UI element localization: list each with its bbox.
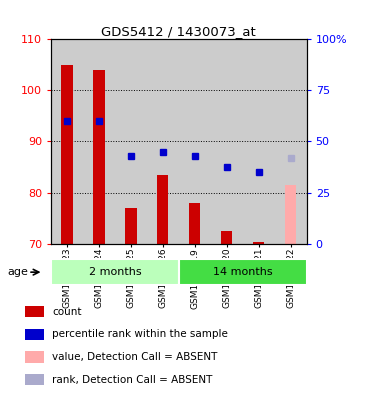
Bar bbox=[25, 306, 44, 318]
Bar bbox=[147, 39, 179, 244]
Bar bbox=[211, 39, 243, 244]
Text: count: count bbox=[52, 307, 82, 317]
Text: 2 months: 2 months bbox=[89, 267, 141, 277]
Bar bbox=[179, 39, 211, 244]
Text: percentile rank within the sample: percentile rank within the sample bbox=[52, 329, 228, 340]
Bar bbox=[51, 39, 83, 244]
Bar bbox=[61, 65, 73, 244]
Bar bbox=[179, 259, 307, 285]
Bar bbox=[25, 351, 44, 363]
Bar bbox=[189, 203, 200, 244]
Text: rank, Detection Call = ABSENT: rank, Detection Call = ABSENT bbox=[52, 375, 212, 385]
Bar bbox=[83, 39, 115, 244]
Bar bbox=[243, 39, 274, 244]
Title: GDS5412 / 1430073_at: GDS5412 / 1430073_at bbox=[101, 25, 256, 38]
Bar bbox=[51, 259, 179, 285]
Bar bbox=[125, 208, 137, 244]
Text: value, Detection Call = ABSENT: value, Detection Call = ABSENT bbox=[52, 352, 218, 362]
Bar bbox=[93, 70, 105, 244]
Bar bbox=[285, 185, 296, 244]
Bar bbox=[25, 329, 44, 340]
Text: 14 months: 14 months bbox=[213, 267, 273, 277]
Bar bbox=[157, 174, 169, 244]
Text: age: age bbox=[8, 267, 28, 277]
Bar bbox=[274, 39, 307, 244]
Bar bbox=[115, 39, 147, 244]
Bar bbox=[25, 374, 44, 385]
Bar bbox=[221, 231, 233, 244]
Bar bbox=[253, 242, 264, 244]
